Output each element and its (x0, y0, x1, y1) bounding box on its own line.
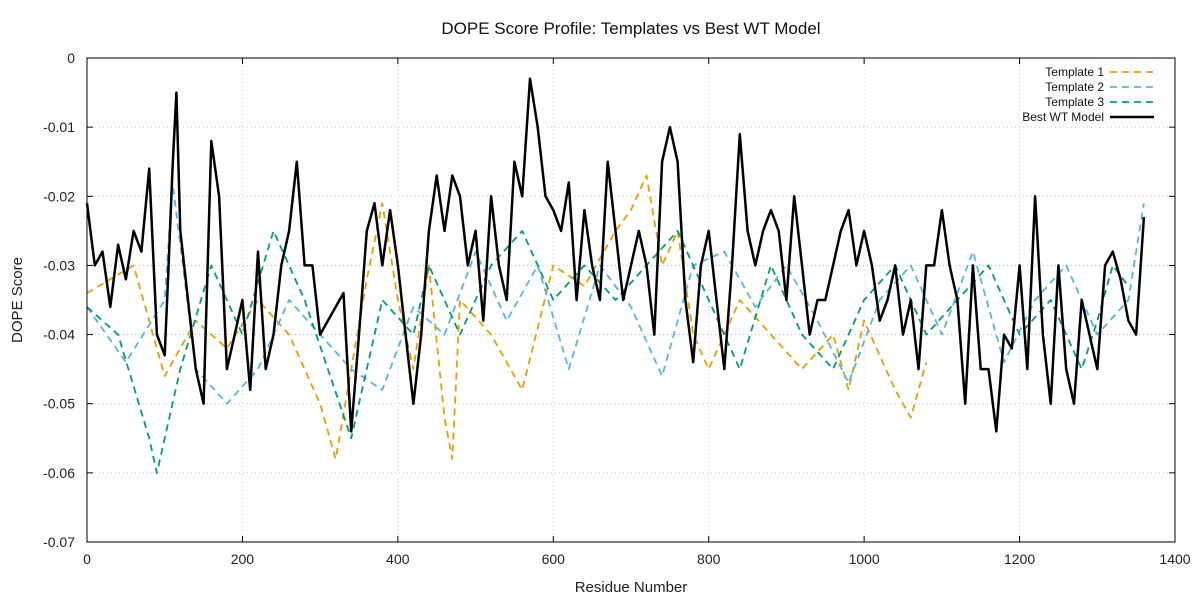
series-line-4 (85, 77, 1146, 433)
y-axis-label: DOPE Score (9, 257, 26, 343)
x-tick-label: 800 (697, 551, 721, 567)
x-tick-label: 1000 (849, 551, 880, 567)
legend-label: Template 3 (1045, 95, 1104, 109)
series-line-1 (86, 174, 928, 460)
y-tick-label: -0.05 (43, 396, 75, 412)
x-tick-label: 600 (542, 551, 566, 567)
legend-label: Template 1 (1045, 65, 1104, 79)
y-tick-label: -0.06 (43, 465, 75, 481)
series-lines (85, 77, 1146, 474)
y-tick-label: 0 (67, 50, 75, 66)
x-tick-label: 1400 (1159, 551, 1190, 567)
x-tick-label: 0 (83, 551, 91, 567)
axis-ticks: 0 200 400 600 800 1000 1200 1400 0 -0.01 -0.02 -0.0… (43, 50, 1191, 567)
chart-title: DOPE Score Profile: Templates vs Best WT… (441, 19, 820, 38)
y-tick-label: -0.02 (43, 188, 75, 204)
y-tick-label: -0.03 (43, 257, 75, 273)
y-tick-label: -0.04 (43, 327, 75, 343)
plot-frame (86, 57, 1176, 543)
x-tick-label: 400 (386, 551, 410, 567)
x-tick-label: 200 (231, 551, 255, 567)
y-tick-label: -0.01 (43, 119, 75, 135)
y-tick-label: -0.07 (43, 534, 75, 550)
x-tick-label: 1200 (1004, 551, 1035, 567)
series-line-2 (86, 181, 1145, 405)
legend-label: Template 2 (1045, 80, 1104, 94)
x-axis-label: Residue Number (575, 579, 688, 596)
legend-label: Best WT Model (1022, 110, 1104, 124)
